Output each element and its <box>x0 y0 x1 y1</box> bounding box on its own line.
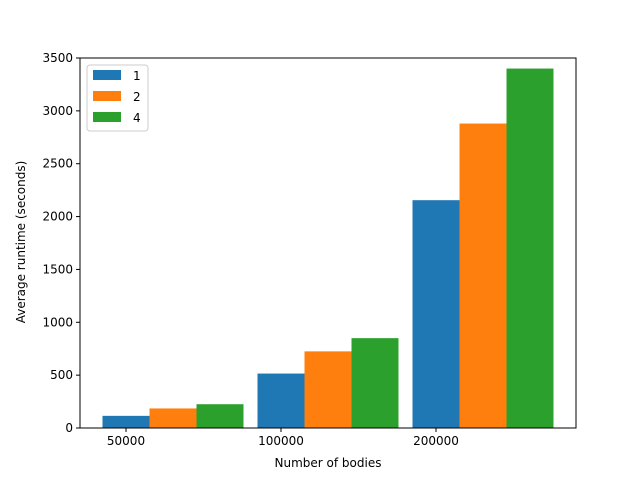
plot-frame <box>79 57 577 429</box>
x-tick-label: 100000 <box>258 434 304 448</box>
legend-swatch-4 <box>93 112 121 122</box>
bar-series-1-100000 <box>257 373 305 428</box>
legend-swatch-2 <box>93 91 121 101</box>
y-tick-label: 0 <box>65 421 73 435</box>
y-tick-label: 2000 <box>42 210 73 224</box>
bar-series-2-50000 <box>149 408 197 428</box>
legend-swatch-1 <box>93 70 121 80</box>
bar-series-1-200000 <box>412 200 460 428</box>
y-tick-label: 3000 <box>42 104 73 118</box>
legend-label-1: 1 <box>133 69 141 83</box>
x-tick-label: 200000 <box>413 434 459 448</box>
bar-series-2-200000 <box>459 123 507 429</box>
bar-series-2-100000 <box>304 351 352 428</box>
legend-label-2: 2 <box>133 90 141 104</box>
axes-layer: 0 500 1000 1500 2000 2500 3000 3500 50000 100000 2… <box>42 51 577 448</box>
bar-series-4-50000 <box>196 404 244 428</box>
bar-series-1-50000 <box>102 415 150 428</box>
bar-series-4-100000 <box>351 338 399 428</box>
y-tick-label: 1000 <box>42 315 73 329</box>
y-axis-label: Average runtime (seconds) <box>14 161 28 324</box>
x-tick-label: 50000 <box>107 434 145 448</box>
legend-label-4: 4 <box>133 111 141 125</box>
bars-layer <box>102 68 554 429</box>
y-tick-label: 1500 <box>42 262 73 276</box>
y-tick-label: 500 <box>50 368 73 382</box>
bar-series-4-200000 <box>506 68 554 429</box>
x-axis-label: Number of bodies <box>275 456 382 470</box>
y-tick-label: 2500 <box>42 157 73 171</box>
y-tick-label: 3500 <box>42 51 73 65</box>
legend: 1 2 4 <box>86 64 149 132</box>
